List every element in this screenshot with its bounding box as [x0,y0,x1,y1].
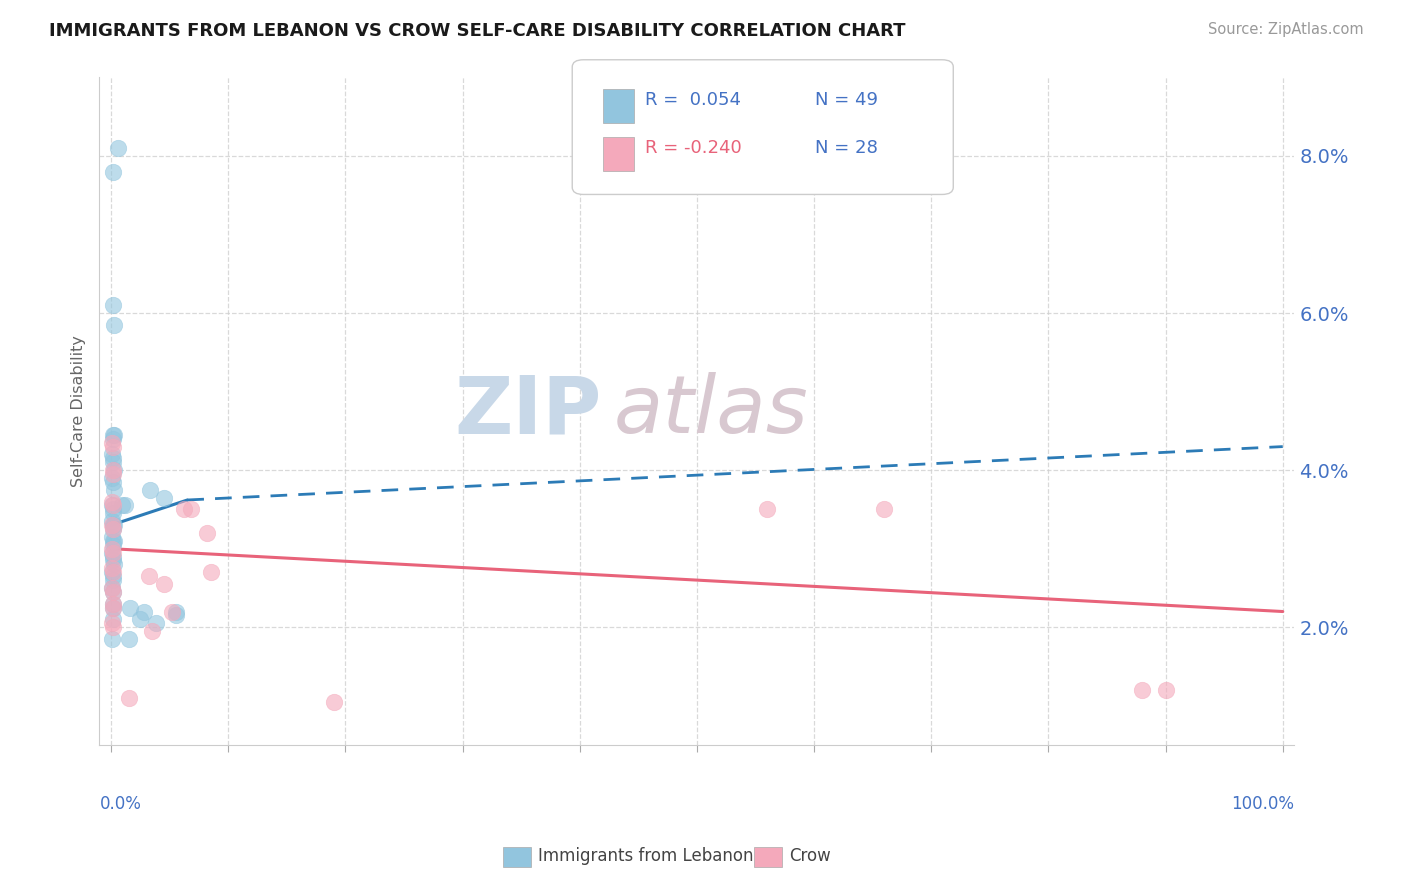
Point [101,561,124,575]
Point [195,526,218,541]
Point [153,577,176,591]
Text: 100.0%: 100.0% [1232,795,1295,814]
Point [145,616,167,631]
Text: atlas: atlas [613,372,808,450]
Point [101,435,124,450]
Point [165,605,187,619]
Text: R =  0.054: R = 0.054 [645,91,741,109]
Point [101,518,124,533]
Point [101,518,124,533]
Point [118,632,141,646]
Point [873,502,896,516]
Point [153,491,176,505]
Point [103,533,125,548]
Point [101,541,124,556]
Point [103,600,125,615]
Point [165,608,187,623]
Point [101,546,124,560]
Point [101,499,124,513]
Point [101,612,124,626]
Point [101,581,124,595]
Point [101,298,124,312]
Text: ZIP: ZIP [454,372,602,450]
Point [101,494,124,508]
Point [103,558,125,572]
Point [101,447,124,461]
Point [139,483,162,497]
Point [111,499,134,513]
Text: 0.0%: 0.0% [100,795,142,814]
Point [103,573,125,587]
Text: N = 28: N = 28 [815,139,879,157]
Point [103,432,125,446]
Point [103,507,125,521]
Point [1154,683,1177,698]
Point [101,549,124,564]
Point [101,569,124,583]
Point [173,502,195,516]
Text: N = 49: N = 49 [815,91,879,109]
Point [103,483,125,497]
Point [103,585,125,599]
Text: Immigrants from Lebanon: Immigrants from Lebanon [538,847,754,865]
Point [103,553,125,567]
Point [141,624,163,639]
Point [107,141,129,155]
Point [101,427,124,442]
Point [101,471,124,485]
Point [103,518,125,533]
Text: Source: ZipAtlas.com: Source: ZipAtlas.com [1208,22,1364,37]
Point [103,600,125,615]
Y-axis label: Self-Care Disability: Self-Care Disability [72,335,86,487]
Point [200,566,222,580]
Text: IMMIGRANTS FROM LEBANON VS CROW SELF-CARE DISABILITY CORRELATION CHART: IMMIGRANTS FROM LEBANON VS CROW SELF-CAR… [49,22,905,40]
Point [101,164,124,178]
Point [101,597,124,611]
Point [101,632,124,646]
Point [160,605,183,619]
Point [322,695,344,709]
Point [101,530,124,544]
Point [101,597,124,611]
Point [132,605,155,619]
Point [101,566,124,580]
Point [101,502,124,516]
Point [103,538,125,552]
Point [1130,683,1153,698]
Point [101,566,124,580]
Text: R = -0.240: R = -0.240 [645,139,742,157]
Text: Crow: Crow [789,847,831,865]
Point [756,502,779,516]
Point [101,475,124,489]
Point [101,533,124,548]
Point [101,546,124,560]
Point [103,463,125,477]
Point [101,451,124,466]
Point [103,522,125,536]
Point [180,502,202,516]
Point [101,440,124,454]
Point [138,569,160,583]
Point [114,499,136,513]
Point [103,467,125,481]
Point [101,581,124,595]
Point [118,690,141,705]
Point [103,427,125,442]
Point [101,616,124,631]
Point [129,612,152,626]
Point [103,455,125,469]
Point [101,522,124,536]
Point [103,318,125,332]
Point [101,499,124,513]
Point [101,463,124,477]
Point [118,600,141,615]
Point [101,620,124,634]
Point [101,514,124,528]
Point [101,585,124,599]
